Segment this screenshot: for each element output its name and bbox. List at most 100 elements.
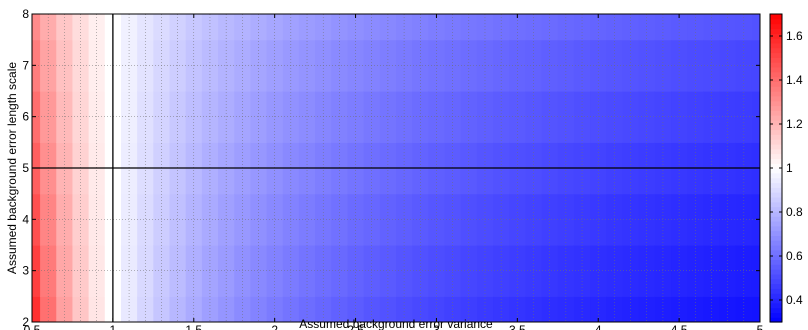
heatmap-cell: [72, 39, 90, 92]
colorbar-swatch: [770, 254, 782, 261]
heatmap-cell: [622, 91, 640, 143]
heatmap-cell: [573, 14, 591, 41]
heatmap-cell: [266, 296, 284, 322]
heatmap-cell: [671, 245, 688, 297]
colorbar-swatch: [770, 216, 782, 222]
heatmap-cell: [541, 245, 559, 297]
heatmap-cell: [379, 39, 397, 92]
heatmap-cell: [266, 193, 284, 246]
colorbar-tick-label: 0.4: [786, 293, 803, 307]
heatmap-cell: [638, 193, 656, 246]
heatmap-cell: [573, 193, 591, 246]
heatmap-cell: [671, 296, 688, 322]
heatmap-cell: [218, 296, 235, 322]
y-axis-label: Assumed background error length scale: [5, 62, 19, 274]
colorbar-swatch: [770, 86, 782, 92]
heatmap-cell: [396, 14, 413, 41]
heatmap-cell: [703, 39, 721, 92]
heatmap-cell: [493, 91, 510, 143]
heatmap-cell: [412, 193, 429, 246]
colorbar-swatch: [770, 182, 782, 188]
colorbar-swatch: [770, 245, 782, 251]
colorbar-swatch: [770, 240, 782, 246]
heatmap-cell: [56, 39, 74, 92]
colorbar-swatch: [770, 76, 782, 82]
heatmap-cell: [622, 193, 640, 246]
heatmap-cell: [363, 91, 381, 143]
colorbar-swatch: [770, 264, 782, 270]
heatmap-cell: [671, 39, 688, 92]
heatmap-cell: [137, 39, 154, 92]
colorbar-swatch: [770, 23, 782, 30]
heatmap-cell: [412, 245, 429, 297]
colorbar-swatch: [770, 177, 782, 184]
heatmap-cell: [541, 91, 559, 143]
heatmap-cell: [56, 296, 74, 322]
heatmap-cell: [525, 14, 543, 41]
heatmap-cell: [169, 91, 187, 143]
y-axis-ticks: 2 3 4 5 6 7 8: [22, 7, 760, 329]
heatmap-cell: [153, 296, 171, 322]
heatmap-cell: [331, 296, 349, 322]
colorbar-swatch: [770, 124, 782, 131]
heatmap-cell: [638, 14, 656, 41]
colorbar-swatch: [770, 139, 782, 145]
colorbar-swatch: [770, 33, 782, 39]
colorbar-swatch: [770, 163, 782, 169]
heatmap-cells: [32, 14, 760, 322]
heatmap-cell: [201, 39, 219, 92]
colorbar-swatch: [770, 158, 782, 164]
heatmap-cell: [703, 14, 721, 41]
heatmap-cell: [347, 296, 365, 322]
heatmap-cell: [56, 14, 74, 41]
colorbar-swatch: [770, 317, 782, 323]
heatmap-cell: [347, 14, 365, 41]
colorbar-swatch: [770, 230, 782, 236]
y-tick-label: 7: [22, 58, 29, 72]
colorbar-swatch: [770, 52, 782, 58]
heatmap-cell: [266, 14, 284, 41]
heatmap-cell: [315, 245, 332, 297]
heatmap-cell: [622, 296, 640, 322]
heatmap-cell: [363, 245, 381, 297]
heatmap-cell: [347, 39, 365, 92]
heatmap-cell: [72, 91, 90, 143]
heatmap-cell: [606, 245, 624, 297]
colorbar-swatch: [770, 293, 782, 299]
heatmap-cell: [541, 14, 559, 41]
heatmap-cell: [622, 245, 640, 297]
heatmap-cell: [590, 296, 607, 322]
heatmap-cell: [751, 193, 760, 246]
heatmap-cell: [687, 91, 704, 143]
heatmap-cell: [444, 245, 462, 297]
heatmap-cell: [557, 296, 575, 322]
x-tick-label: 4.5: [671, 323, 688, 330]
heatmap-cell: [573, 91, 591, 143]
heatmap-cell: [638, 296, 656, 322]
heatmap-cell: [671, 14, 688, 41]
heatmap-cell: [557, 193, 575, 246]
heatmap-cell: [525, 193, 543, 246]
colorbar-swatch: [770, 62, 782, 68]
heatmap-cell: [606, 39, 624, 92]
heatmap-cell: [735, 245, 753, 297]
colorbar-tick-label: 0.8: [786, 205, 803, 219]
heatmap-cell: [363, 39, 381, 92]
heatmap-cell: [460, 91, 478, 143]
heatmap-cell: [476, 14, 494, 41]
heatmap-cell: [201, 296, 219, 322]
heatmap-cell: [72, 193, 90, 246]
colorbar-swatch: [770, 211, 782, 217]
heatmap-cell: [282, 245, 300, 297]
heatmap-cell: [444, 14, 462, 41]
heatmap-cell: [557, 91, 575, 143]
heatmap-cell: [606, 91, 624, 143]
heatmap-cell: [396, 193, 413, 246]
heatmap-cell: [32, 193, 41, 246]
heatmap-cell: [590, 245, 607, 297]
heatmap-cell: [476, 91, 494, 143]
heatmap-cell: [751, 14, 760, 41]
colorbar-swatch: [770, 168, 782, 174]
heatmap-cell: [234, 14, 251, 41]
heatmap-cell: [32, 245, 41, 297]
